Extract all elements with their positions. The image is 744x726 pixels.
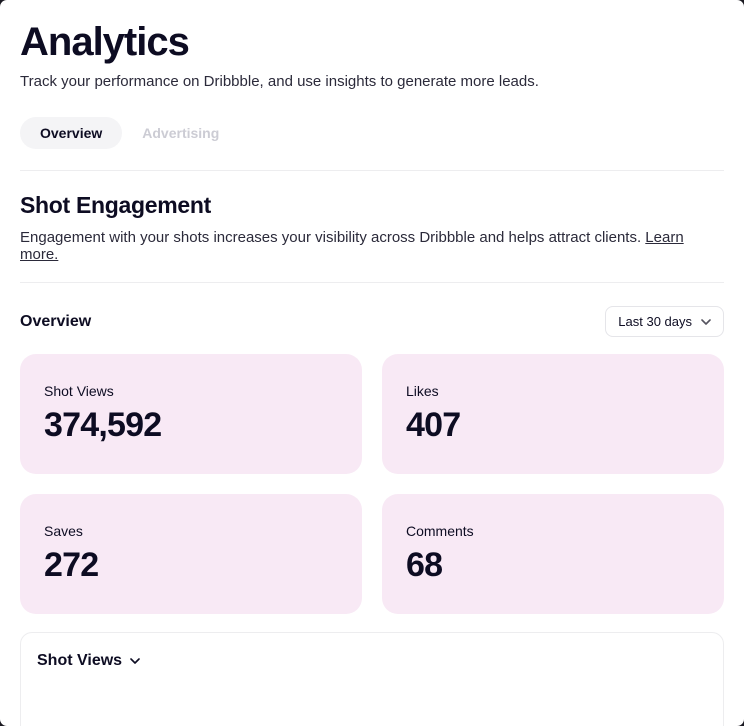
- divider: [20, 282, 724, 283]
- section-description-text: Engagement with your shots increases you…: [20, 229, 646, 246]
- stat-label: Shot Views: [44, 383, 114, 399]
- overview-header-row: Overview Last 30 days: [20, 306, 724, 337]
- divider: [20, 170, 724, 171]
- stat-value: 407: [406, 406, 461, 444]
- tab-bar: Overview Advertising: [20, 117, 724, 149]
- date-range-selector[interactable]: Last 30 days: [605, 306, 724, 337]
- stat-card-shot-views: Shot Views 374,592: [20, 354, 362, 474]
- date-range-label: Last 30 days: [618, 314, 692, 329]
- tab-overview[interactable]: Overview: [20, 117, 123, 149]
- stat-label: Comments: [406, 523, 474, 539]
- stat-value: 68: [406, 546, 443, 584]
- stat-card-saves: Saves 272: [20, 494, 362, 614]
- section-title: Shot Engagement: [20, 192, 212, 218]
- page-title: Analytics: [20, 20, 190, 64]
- overview-heading: Overview: [20, 312, 92, 330]
- chevron-down-icon: [130, 658, 140, 664]
- chart-metric-dropdown[interactable]: Shot Views: [37, 652, 140, 670]
- stat-label: Saves: [44, 523, 83, 539]
- stat-value: 272: [44, 546, 99, 584]
- chevron-down-icon: [701, 318, 711, 325]
- chart-metric-label: Shot Views: [37, 652, 123, 669]
- stat-value: 374,592: [44, 406, 162, 444]
- stat-label: Likes: [406, 383, 439, 399]
- stat-card-likes: Likes 407: [382, 354, 724, 474]
- shot-views-chart-panel: Shot Views: [20, 632, 724, 726]
- stat-card-comments: Comments 68: [382, 494, 724, 614]
- section-description: Engagement with your shots increases you…: [20, 229, 724, 263]
- page-subtitle: Track your performance on Dribbble, and …: [20, 73, 539, 90]
- learn-more-link[interactable]: Learn more.: [20, 229, 684, 263]
- tab-advertising[interactable]: Advertising: [134, 117, 227, 149]
- stats-grid: Shot Views 374,592 Likes 407 Saves 272 C…: [20, 354, 724, 614]
